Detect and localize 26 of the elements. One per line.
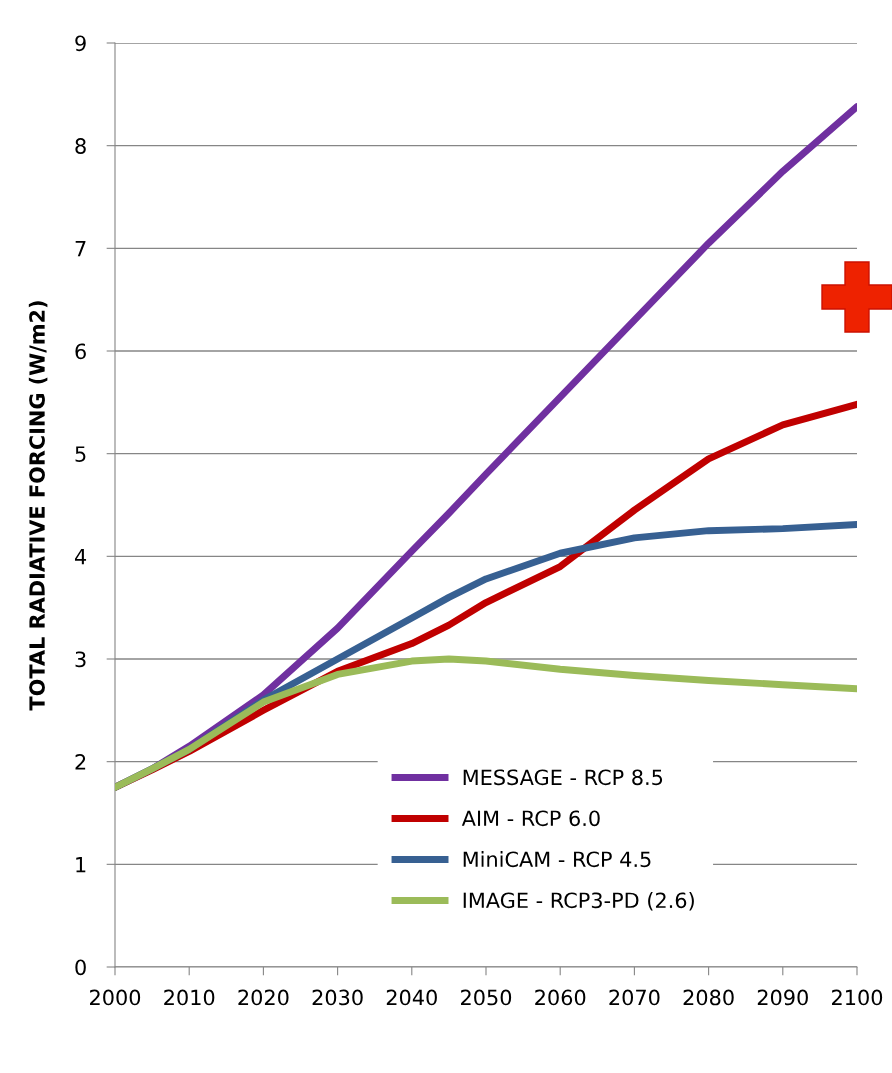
legend-label: MESSAGE - RCP 8.5	[463, 769, 663, 786]
x-tick-label: 2020	[238, 989, 289, 1006]
y-tick-label: 4	[74, 549, 87, 565]
x-tick-label: 2010	[164, 989, 215, 1006]
y-axis-title: TOTAL RADIATIVE FORCING (W/m2)	[28, 301, 48, 711]
x-tick-label: 2060	[535, 989, 586, 1006]
y-tick-label: 9	[75, 35, 86, 52]
legend-label: IMAGE - RCP3-PD (2.6)	[463, 892, 694, 911]
x-tick-label: 2090	[757, 989, 808, 1006]
x-tick-label: 2030	[312, 989, 363, 1006]
y-tick-label: 7	[75, 241, 86, 257]
y-tick-label: 0	[75, 959, 86, 976]
y-tick-label: 6	[75, 343, 86, 360]
y-tick-label: 5	[75, 446, 86, 462]
y-tick-label: 8	[75, 138, 86, 154]
x-tick-label: 2050	[461, 989, 512, 1006]
y-tick-label: 3	[75, 651, 86, 668]
legend-label: MiniCAM - RCP 4.5	[463, 851, 651, 868]
y-tick-label: 1	[76, 857, 86, 873]
x-tick-label: 2000	[90, 989, 141, 1006]
legend-label: AIM - RCP 6.0	[461, 810, 600, 827]
x-tick-label: 2040	[386, 989, 437, 1006]
x-tick-label: 2100	[832, 989, 883, 1006]
y-tick-label: 2	[75, 754, 86, 770]
x-tick-label: 2070	[609, 989, 660, 1006]
x-tick-label: 2080	[683, 989, 734, 1006]
